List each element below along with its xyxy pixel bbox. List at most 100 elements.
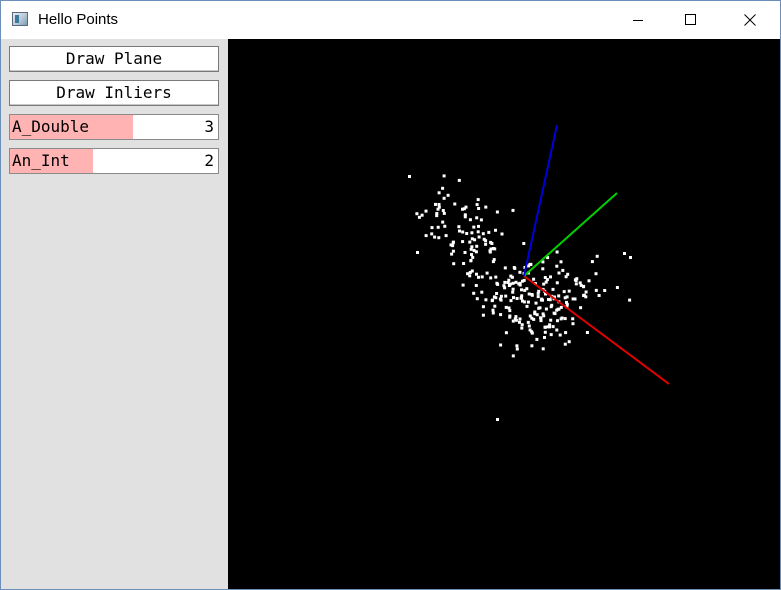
point (498, 297, 502, 301)
point (476, 198, 480, 202)
point (435, 212, 439, 215)
point (453, 202, 457, 206)
point (535, 313, 539, 317)
point (464, 205, 468, 209)
point (491, 311, 495, 315)
an-int-slider[interactable]: An_Int 2 (9, 148, 219, 174)
minimize-button[interactable] (615, 1, 661, 39)
point (550, 303, 554, 307)
draw-plane-button[interactable]: Draw Plane (9, 46, 219, 72)
point (457, 225, 461, 229)
point (552, 311, 556, 315)
point (545, 278, 549, 282)
point (510, 275, 514, 279)
point-cloud-scene (408, 124, 670, 421)
point (479, 218, 483, 222)
point (546, 256, 550, 260)
point (532, 277, 536, 281)
point (461, 283, 465, 287)
point (528, 328, 532, 332)
point (494, 228, 497, 232)
point (481, 313, 485, 317)
point (504, 294, 508, 298)
a-double-fill (10, 115, 133, 139)
point (543, 276, 547, 279)
point (537, 306, 541, 310)
point (536, 295, 540, 299)
point (484, 298, 488, 302)
point (546, 325, 550, 329)
point (441, 220, 445, 224)
point (564, 331, 568, 335)
maximize-button[interactable] (668, 1, 714, 39)
point (512, 296, 515, 300)
point (484, 205, 488, 209)
point (503, 266, 507, 270)
point (528, 314, 532, 318)
point (436, 225, 440, 229)
point (520, 326, 524, 330)
point (451, 244, 455, 248)
an-int-value: 2 (204, 151, 214, 170)
point (527, 324, 531, 328)
title-bar[interactable]: Hello Points (1, 1, 780, 39)
point (443, 224, 447, 228)
point (503, 280, 507, 284)
point (542, 314, 546, 318)
point (484, 242, 488, 246)
point (509, 274, 513, 278)
point (491, 308, 495, 312)
close-button[interactable] (727, 1, 773, 39)
point (476, 230, 480, 234)
point (544, 307, 548, 311)
point (477, 235, 481, 239)
point (574, 282, 578, 286)
point (466, 272, 470, 276)
point (481, 305, 485, 309)
draw-inliers-button[interactable]: Draw Inliers (9, 80, 219, 106)
point (477, 224, 480, 228)
point (468, 274, 472, 278)
point (518, 317, 522, 321)
point (470, 245, 474, 249)
point (584, 295, 588, 299)
point (509, 299, 513, 303)
point (487, 230, 491, 234)
point (504, 331, 508, 335)
point (511, 319, 515, 323)
point (461, 240, 465, 244)
point (567, 289, 571, 293)
a-double-label: A_Double (12, 117, 90, 136)
point (437, 205, 441, 209)
point (563, 342, 567, 346)
point (511, 208, 515, 212)
point (472, 225, 476, 229)
point (469, 247, 473, 251)
point (474, 250, 478, 254)
point (433, 235, 437, 239)
point (579, 306, 583, 310)
3d-viewport[interactable] (228, 39, 780, 589)
point (416, 251, 419, 254)
point (488, 249, 492, 253)
point (525, 304, 529, 308)
point (470, 231, 474, 235)
point (473, 238, 477, 242)
point (496, 282, 500, 286)
point (594, 272, 598, 276)
point (544, 292, 547, 296)
point (541, 260, 545, 264)
point (587, 279, 591, 283)
point (557, 271, 561, 275)
point (515, 344, 519, 348)
point (552, 295, 556, 299)
point (500, 232, 504, 236)
point (472, 291, 476, 295)
point (628, 298, 632, 302)
point (520, 296, 523, 299)
point (512, 266, 516, 269)
point (520, 294, 524, 298)
a-double-slider[interactable]: A_Double 3 (9, 114, 219, 140)
a-double-value: 3 (204, 117, 214, 136)
